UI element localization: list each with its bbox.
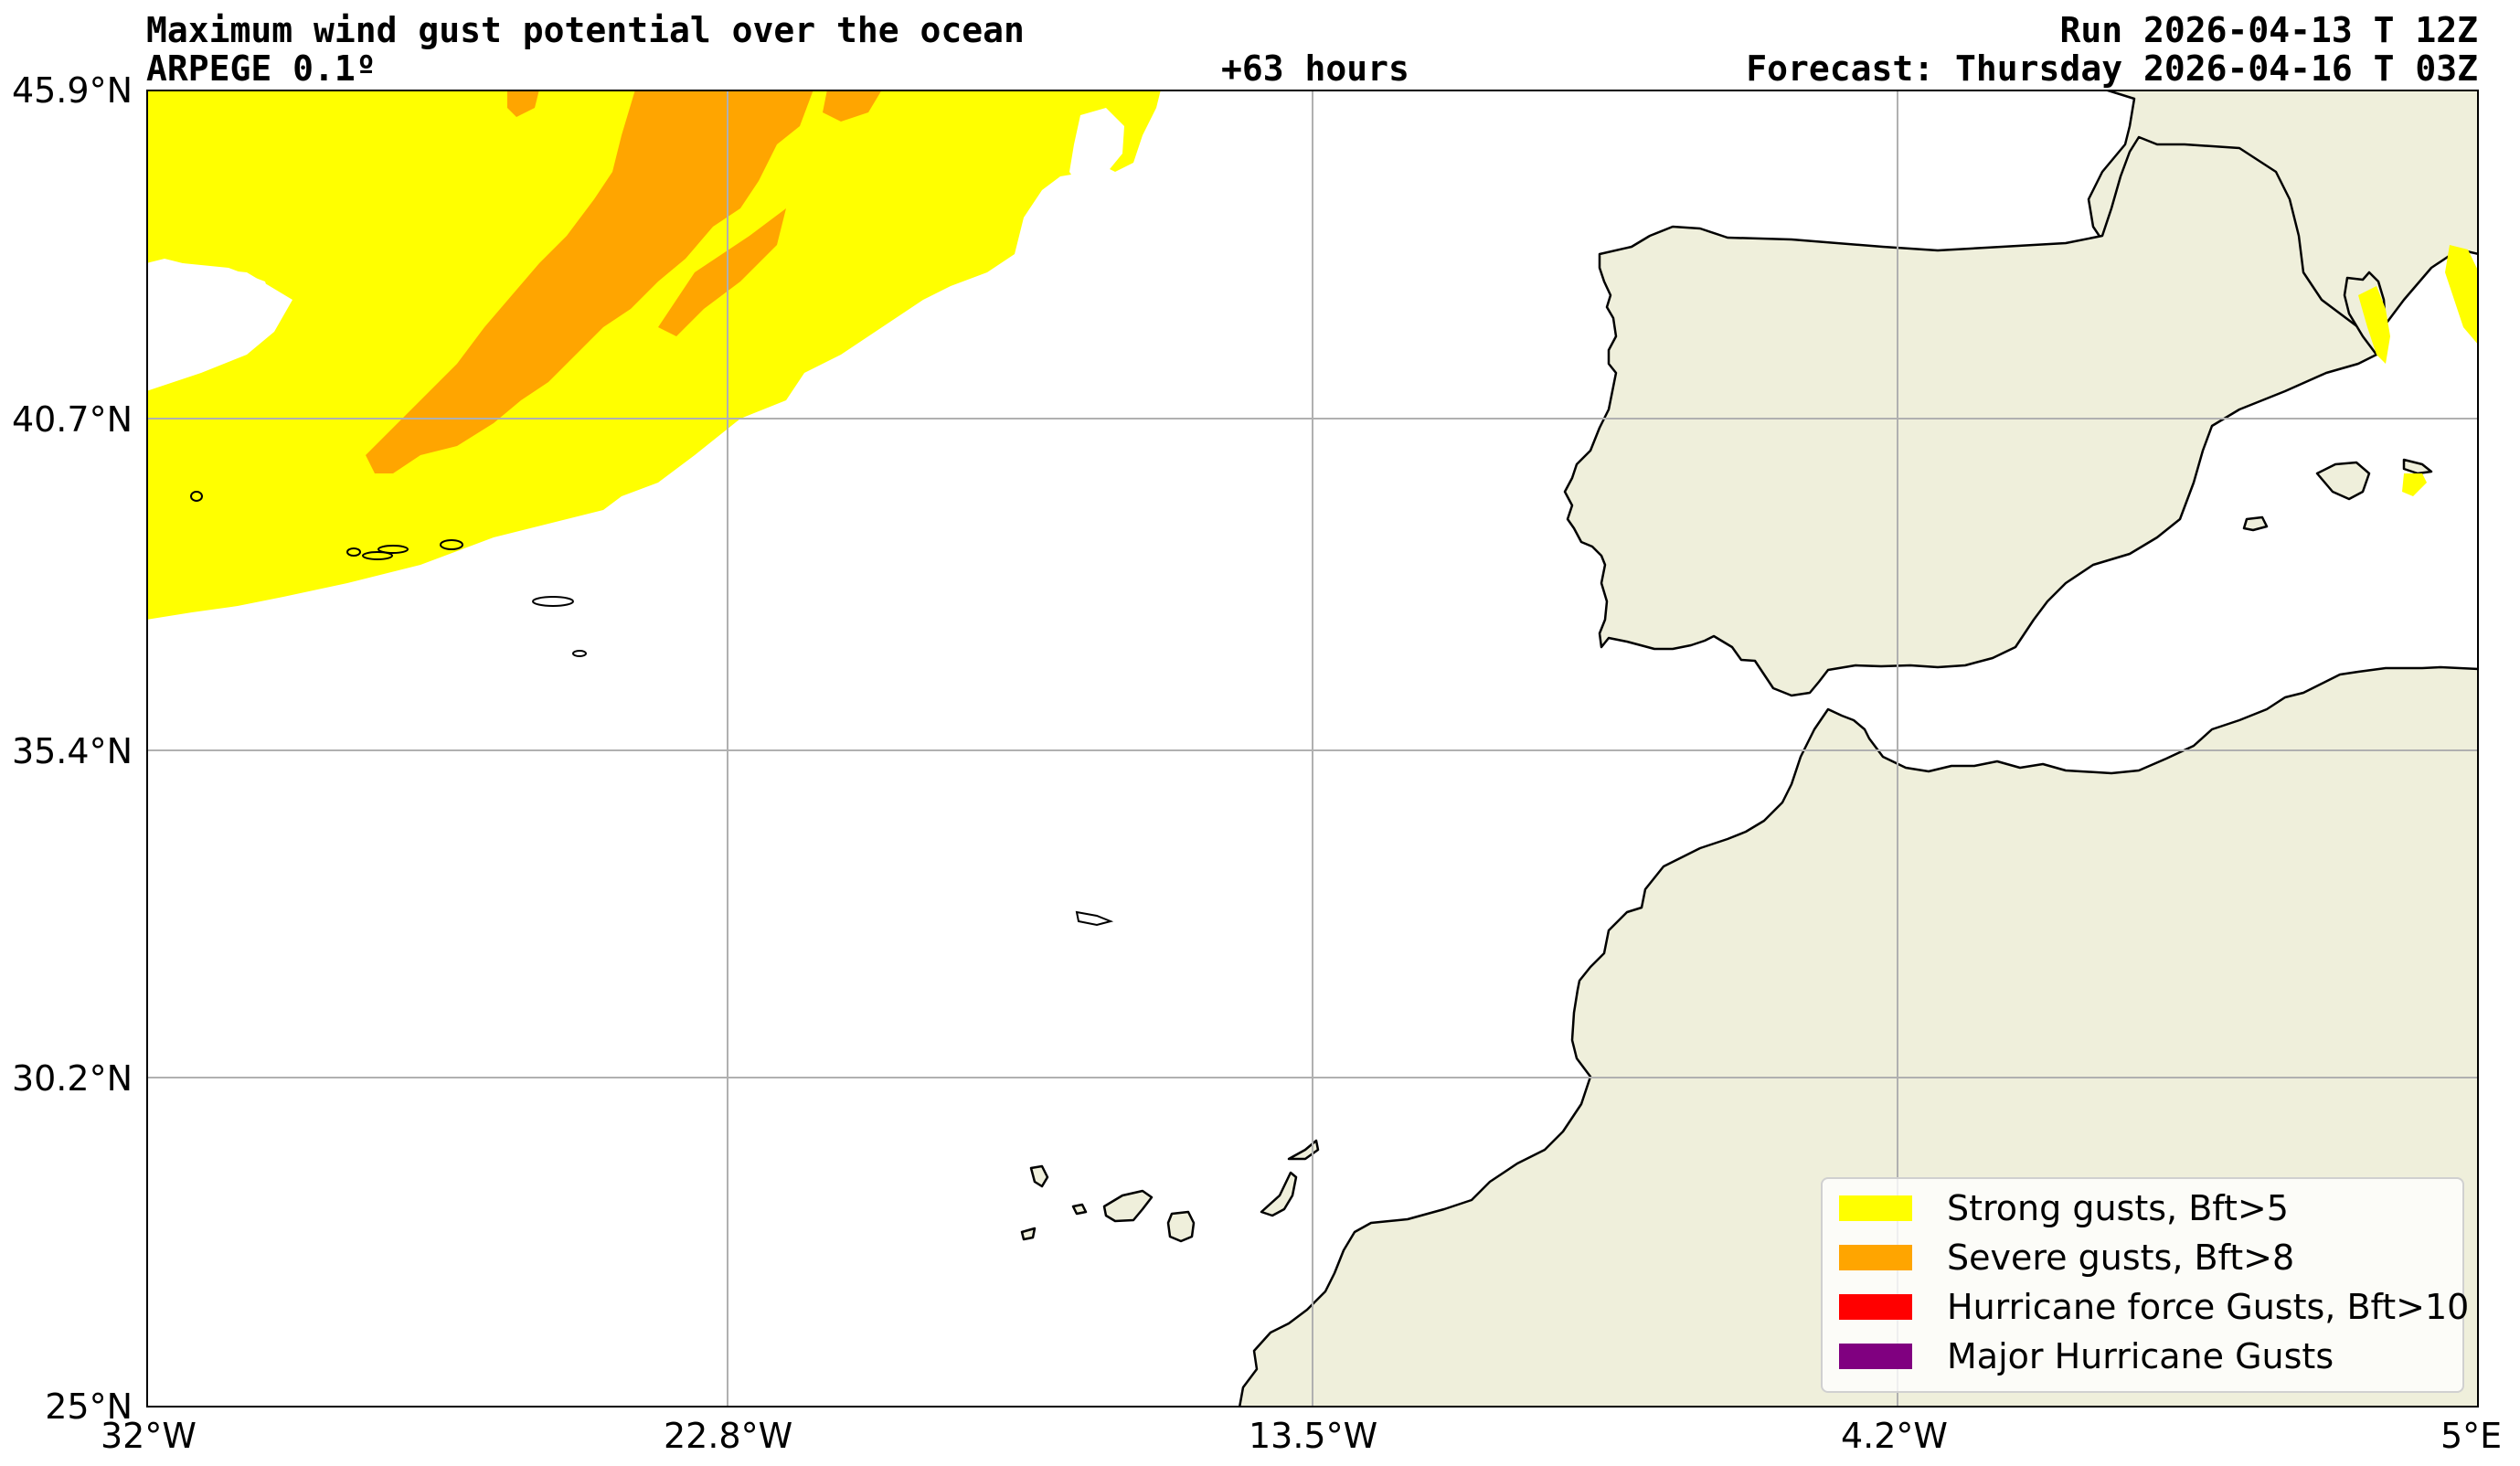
gust-strong-area bbox=[146, 90, 1156, 620]
gust-severe-patch-3 bbox=[658, 208, 786, 336]
lon-tick: 4.2°W bbox=[1841, 1416, 1949, 1456]
lon-tick: 5°E bbox=[2440, 1416, 2503, 1456]
island-fuerteventura bbox=[1260, 1171, 1298, 1217]
lon-tick: 22.8°W bbox=[664, 1416, 793, 1456]
run-label: Run 2026-04-13 T 12Z bbox=[2059, 10, 2478, 50]
island-tenerife bbox=[1102, 1189, 1154, 1223]
island-terceira bbox=[440, 539, 463, 550]
lon-tick: 13.5°W bbox=[1249, 1416, 1378, 1456]
iberia-land bbox=[1563, 135, 2378, 697]
island-santa-maria bbox=[572, 650, 587, 657]
island-madeira bbox=[1075, 910, 1114, 927]
gust-strong-balearic bbox=[2402, 473, 2427, 496]
legend-swatch-strong bbox=[1839, 1195, 1912, 1221]
map-frame bbox=[146, 90, 2479, 1408]
gust-severe-layer bbox=[366, 90, 882, 473]
island-faial bbox=[346, 547, 361, 557]
lon-tick: 32°W bbox=[101, 1416, 197, 1456]
legend-label-strong: Strong gusts, Bft>5 bbox=[1947, 1188, 2289, 1228]
gust-strong-east bbox=[2445, 245, 2479, 345]
forecast-label: Forecast: Thursday 2026-04-16 T 03Z bbox=[1746, 48, 2478, 89]
graticule bbox=[146, 90, 2479, 1408]
lat-tick: 25°N bbox=[45, 1386, 133, 1427]
island-sao-miguel bbox=[532, 596, 574, 607]
lat-tick: 40.7°N bbox=[11, 399, 133, 440]
island-menorca bbox=[2402, 458, 2433, 475]
island-la-palma bbox=[1029, 1164, 1049, 1188]
island-gran-canaria bbox=[1166, 1210, 1196, 1243]
island-sao-jorge bbox=[377, 545, 409, 554]
legend-swatch-major-hurricane bbox=[1839, 1344, 1912, 1369]
gust-severe-patch-1 bbox=[507, 90, 539, 117]
island-ibiza bbox=[2242, 515, 2269, 532]
gust-strong-corsica bbox=[2358, 286, 2390, 364]
legend: Strong gusts, Bft>5 Severe gusts, Bft>8 … bbox=[1821, 1177, 2469, 1393]
island-gomera bbox=[1071, 1203, 1088, 1216]
island-flores bbox=[190, 491, 203, 502]
map-title: Maximum wind gust potential over the oce… bbox=[146, 10, 1025, 50]
island-lanzarote bbox=[1287, 1139, 1320, 1161]
legend-label-severe: Severe gusts, Bft>8 bbox=[1947, 1238, 2295, 1278]
lat-tick: 30.2°N bbox=[11, 1058, 133, 1099]
legend-label-major-hurricane: Major Hurricane Gusts bbox=[1947, 1336, 2334, 1376]
cutout-west bbox=[146, 263, 274, 368]
lat-tick: 45.9°N bbox=[11, 70, 133, 111]
legend-label-hurricane: Hurricane force Gusts, Bft>10 bbox=[1947, 1287, 2470, 1327]
legend-swatch-severe bbox=[1839, 1245, 1912, 1270]
legend-swatch-hurricane bbox=[1839, 1294, 1912, 1320]
island-pico bbox=[362, 551, 393, 560]
azores-islands bbox=[190, 491, 1114, 927]
cutout-north bbox=[1069, 108, 1124, 188]
lat-tick: 35.4°N bbox=[11, 731, 133, 771]
model-label: ARPEGE 0.1º bbox=[146, 48, 377, 89]
lead-time-label: +63 hours bbox=[1221, 48, 1409, 89]
gust-severe-band bbox=[366, 90, 813, 473]
gust-severe-patch-2 bbox=[823, 90, 882, 122]
island-mallorca bbox=[2315, 461, 2371, 501]
island-hierro bbox=[1020, 1227, 1037, 1241]
map-canvas[interactable] bbox=[146, 90, 2479, 1408]
ocean-cutouts bbox=[146, 108, 1124, 368]
